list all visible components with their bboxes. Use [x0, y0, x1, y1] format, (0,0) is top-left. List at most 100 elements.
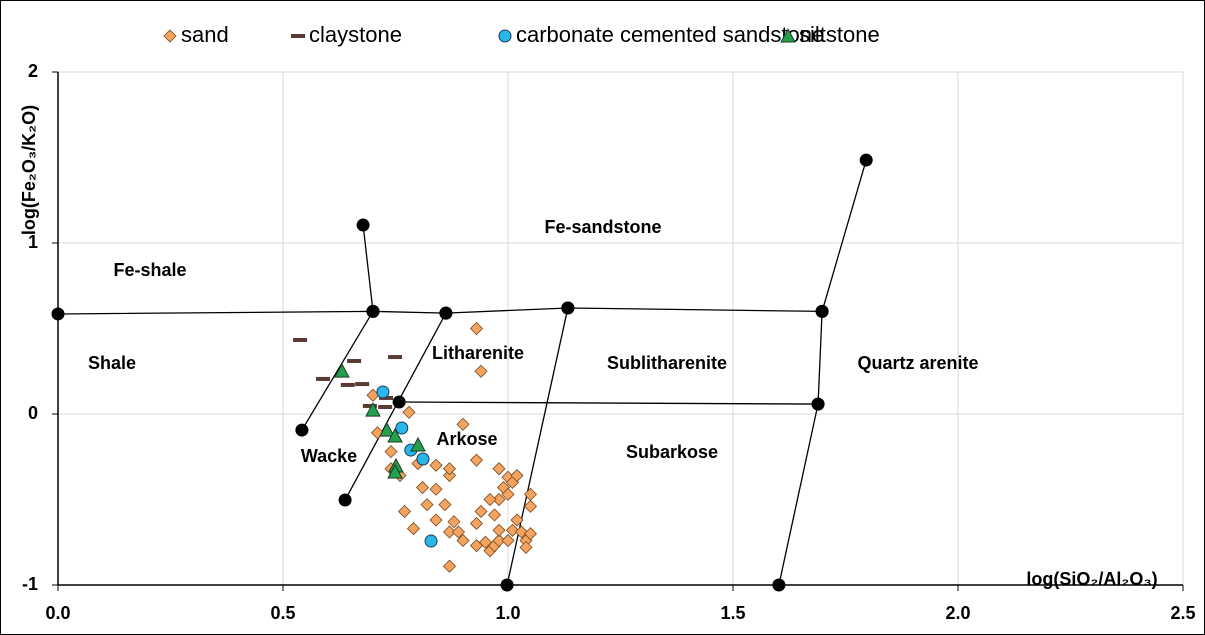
boundary-node [859, 153, 873, 167]
data-point [415, 480, 430, 495]
data-point [384, 445, 398, 459]
data-point [334, 363, 350, 378]
data-point [379, 395, 394, 400]
data-point [492, 533, 506, 548]
region-label: Fe-shale [113, 260, 186, 280]
y-tick-label: 2 [28, 61, 38, 81]
data-point [505, 523, 520, 537]
data-point [501, 487, 515, 501]
data-point [456, 533, 470, 548]
data-point [293, 337, 308, 342]
data-point [429, 458, 443, 472]
legend-marker [291, 34, 305, 38]
region-label: Wacke [301, 446, 357, 466]
region-label: Sublitharenite [607, 353, 727, 373]
data-point [514, 525, 529, 539]
boundary-node [51, 307, 65, 321]
data-point [510, 468, 524, 483]
region-label: Litharenite [432, 343, 524, 363]
data-point [456, 417, 470, 431]
data-point [501, 533, 515, 548]
boundary-node [392, 395, 406, 409]
data-point [387, 428, 403, 443]
region-label: Quartz arenite [857, 353, 978, 373]
boundary-line [506, 307, 569, 586]
x-tick-label: 0.0 [45, 603, 70, 623]
legend-label: claystone [309, 22, 402, 47]
region-label: Shale [88, 353, 136, 373]
data-point [474, 364, 488, 378]
boundary-node [811, 397, 825, 411]
y-tick-label: 1 [28, 232, 38, 252]
boundary-node [772, 578, 786, 592]
data-point [378, 404, 393, 409]
boundary-node [439, 306, 453, 320]
data-point [402, 405, 416, 419]
y-tick-label: -1 [22, 574, 38, 594]
boundary-node [356, 218, 370, 232]
legend-label: carbonate cemented sandstone [516, 22, 824, 47]
data-point [442, 559, 457, 573]
legend-marker [163, 29, 177, 43]
data-point [492, 492, 506, 507]
data-point [442, 462, 457, 476]
boundary-line [778, 159, 867, 586]
data-point [397, 504, 412, 519]
boundary-node [295, 423, 309, 437]
region-label: Subarkose [626, 442, 718, 462]
legend-marker [498, 29, 512, 43]
data-point [416, 452, 430, 466]
y-tick-label: 0 [28, 403, 38, 423]
data-point [316, 376, 331, 381]
legend-label: siltstone [799, 22, 880, 47]
data-point [523, 499, 538, 513]
data-point [420, 498, 434, 512]
data-point [483, 492, 497, 507]
boundary-line [399, 401, 819, 405]
boundary-node [366, 304, 380, 318]
data-point [395, 421, 409, 435]
x-axis-title: log(SiO₂/Al₂O₃) [1026, 569, 1157, 589]
data-point [424, 534, 438, 548]
region-label: Fe-sandstone [544, 217, 661, 237]
data-point [340, 382, 355, 387]
data-point [379, 422, 395, 437]
data-point [365, 402, 381, 417]
boundary-node [815, 304, 829, 318]
data-point [429, 482, 443, 496]
y-axis-title: log(Fe₂O₃/K₂O) [19, 105, 39, 235]
data-point [406, 522, 421, 536]
data-point [492, 462, 506, 476]
data-point [451, 525, 466, 539]
data-point [510, 513, 524, 527]
data-point [429, 513, 443, 527]
x-tick-label: 2.0 [945, 603, 970, 623]
data-point [523, 527, 538, 541]
data-point [474, 504, 488, 519]
data-point [492, 523, 506, 537]
legend-label: sand [181, 22, 229, 47]
legend-marker [780, 27, 796, 43]
x-tick-label: 2.5 [1170, 603, 1195, 623]
boundary-node [338, 493, 352, 507]
data-point [487, 508, 502, 522]
data-point [362, 403, 377, 408]
boundary-node [561, 301, 575, 315]
x-tick-label: 0.5 [270, 603, 295, 623]
data-point [469, 453, 484, 467]
x-tick-label: 1.5 [720, 603, 745, 623]
data-point [387, 463, 403, 479]
data-point [410, 436, 426, 452]
data-point [347, 358, 362, 363]
data-point [519, 540, 533, 554]
data-point [388, 355, 403, 360]
data-point [355, 382, 370, 387]
data-point [469, 516, 484, 531]
data-point [447, 515, 461, 529]
data-point [469, 321, 484, 336]
region-label: Arkose [436, 429, 497, 449]
x-tick-label: 1.0 [495, 603, 520, 623]
boundary-node [500, 578, 514, 592]
